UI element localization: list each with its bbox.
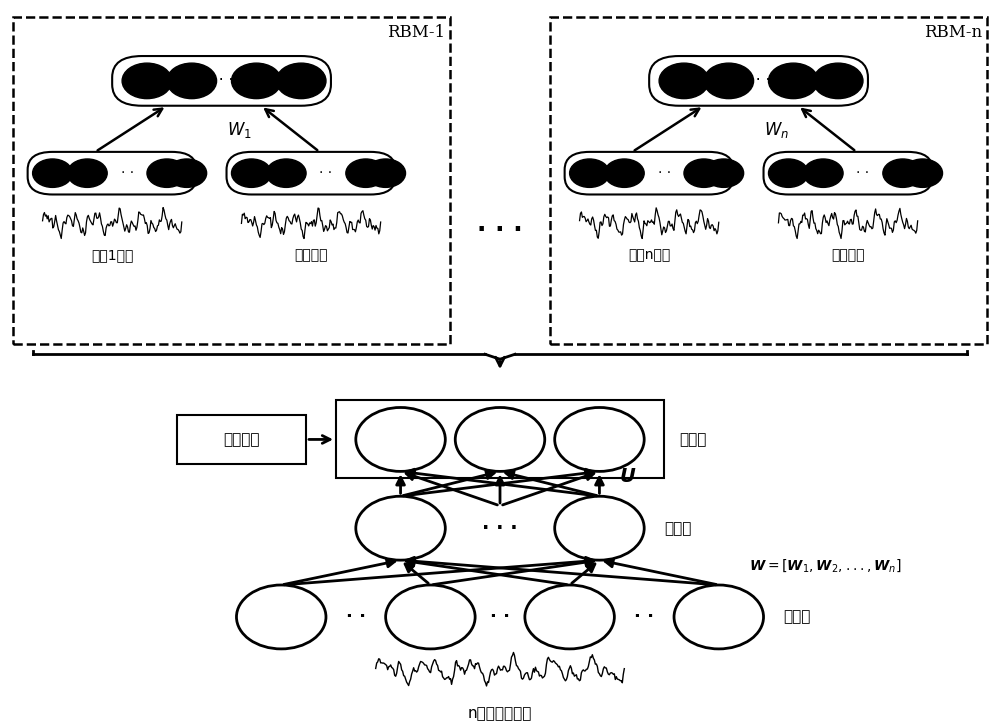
Text: 目标输出: 目标输出 xyxy=(223,432,260,447)
Text: 重构信号: 重构信号 xyxy=(294,248,328,262)
Text: · ·: · · xyxy=(490,608,510,626)
Circle shape xyxy=(604,159,644,187)
Circle shape xyxy=(803,159,843,187)
Text: 通锱n信号: 通锱n信号 xyxy=(628,248,670,262)
Circle shape xyxy=(67,159,107,187)
FancyBboxPatch shape xyxy=(565,152,734,194)
Text: 输入层: 输入层 xyxy=(783,610,811,624)
Circle shape xyxy=(813,63,863,99)
Circle shape xyxy=(366,159,406,187)
FancyBboxPatch shape xyxy=(649,56,868,106)
Bar xyxy=(336,400,664,478)
Circle shape xyxy=(346,159,386,187)
Text: 输出层: 输出层 xyxy=(679,432,706,447)
Text: · ·: · · xyxy=(121,166,134,181)
Text: · ·: · · xyxy=(634,608,654,626)
Circle shape xyxy=(147,159,187,187)
Text: · ·: · · xyxy=(346,608,366,626)
Bar xyxy=(177,415,306,464)
Bar xyxy=(13,17,450,344)
Circle shape xyxy=(883,159,923,187)
Text: · ·: · · xyxy=(319,166,333,181)
Circle shape xyxy=(266,159,306,187)
Text: $W_1$: $W_1$ xyxy=(227,120,251,140)
Circle shape xyxy=(704,63,754,99)
Text: $\boldsymbol{U}$: $\boldsymbol{U}$ xyxy=(619,468,637,486)
Text: · · ·: · · · xyxy=(477,218,523,242)
Text: · ·: · · xyxy=(856,166,870,181)
Text: $\boldsymbol{W}=[\boldsymbol{W}_1,\boldsymbol{W}_2,...,\boldsymbol{W}_n]$: $\boldsymbol{W}=[\boldsymbol{W}_1,\bolds… xyxy=(749,557,901,574)
Text: $W_n$: $W_n$ xyxy=(764,120,789,140)
FancyBboxPatch shape xyxy=(112,56,331,106)
Text: 通道1信号: 通道1信号 xyxy=(91,248,133,262)
Text: n个通锱的信号: n个通锱的信号 xyxy=(468,705,532,721)
FancyBboxPatch shape xyxy=(227,152,396,194)
Circle shape xyxy=(903,159,943,187)
Circle shape xyxy=(570,159,609,187)
Circle shape xyxy=(232,159,271,187)
Circle shape xyxy=(122,63,172,99)
Text: · · ·: · · · xyxy=(482,518,518,538)
Text: · · ·: · · · xyxy=(746,73,771,88)
Circle shape xyxy=(684,159,724,187)
Text: 重构信号: 重构信号 xyxy=(831,248,865,262)
Circle shape xyxy=(167,159,207,187)
Circle shape xyxy=(768,159,808,187)
Text: RBM-1: RBM-1 xyxy=(387,24,445,41)
FancyBboxPatch shape xyxy=(764,152,933,194)
Text: RBM-n: RBM-n xyxy=(924,24,982,41)
Circle shape xyxy=(659,63,709,99)
Text: · · ·: · · · xyxy=(209,73,234,88)
Circle shape xyxy=(276,63,326,99)
Circle shape xyxy=(33,159,72,187)
Circle shape xyxy=(167,63,217,99)
Text: 隐藏层: 隐藏层 xyxy=(664,521,691,536)
Bar xyxy=(550,17,987,344)
Circle shape xyxy=(704,159,744,187)
Circle shape xyxy=(769,63,818,99)
FancyBboxPatch shape xyxy=(28,152,197,194)
Circle shape xyxy=(232,63,281,99)
Text: · ·: · · xyxy=(658,166,671,181)
